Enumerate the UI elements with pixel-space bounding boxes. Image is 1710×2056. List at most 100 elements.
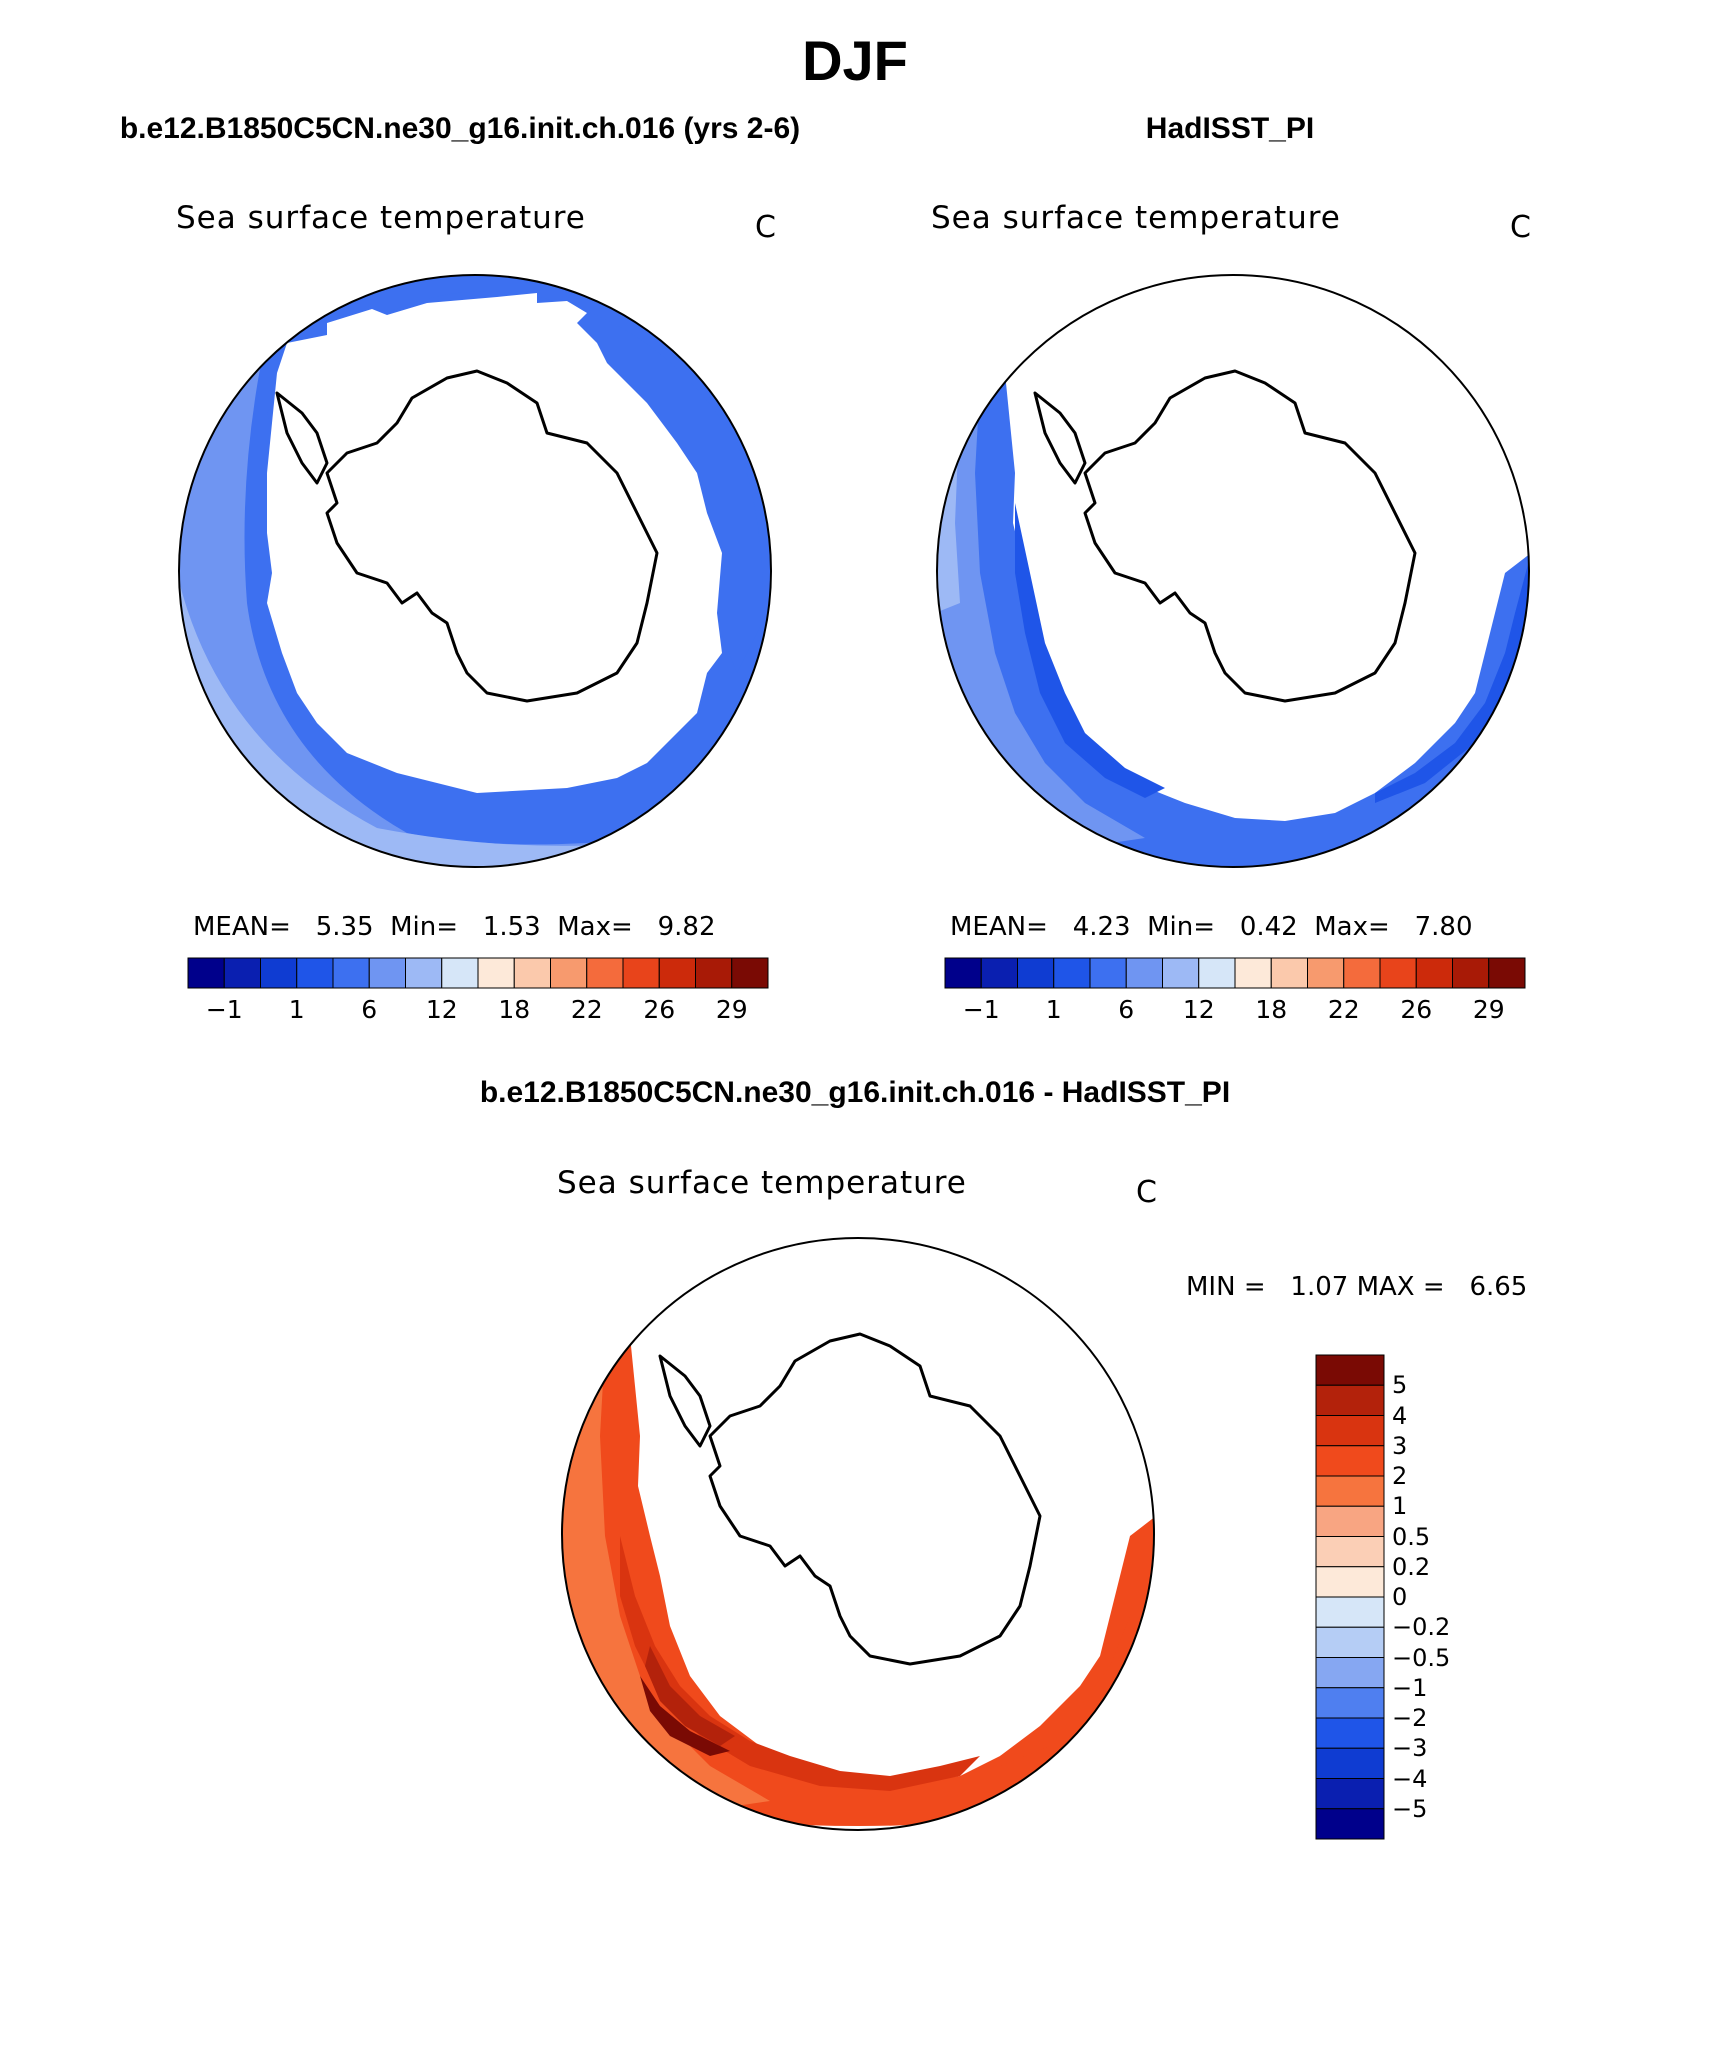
model-min-label: Min=: [390, 912, 459, 942]
obs-colorbar-tick-label: 22: [1327, 995, 1360, 1024]
obs-colorbar-tick-label: 18: [1255, 995, 1288, 1024]
diff-colorbar-swatch: [1315, 1657, 1385, 1689]
diff-colorbar-swatch: [1315, 1566, 1385, 1598]
model-max-value: 9.82: [657, 912, 716, 942]
model-variable-label: Sea surface temperature: [176, 200, 586, 236]
diff-colorbar-tick-label: 3: [1392, 1431, 1408, 1460]
obs-colorbar-ticks: −1 1 6 12 18 22 26 29: [945, 995, 1525, 1025]
model-colorbar-swatch: [332, 957, 370, 989]
diff-stats: MIN = 1.07 MAX = 6.65: [1186, 1272, 1527, 1302]
obs-unit-label: C: [1510, 210, 1531, 245]
obs-colorbar-swatch: [1234, 957, 1272, 989]
diff-colorbar: [1315, 1354, 1385, 1840]
model-unit-label: C: [755, 210, 776, 245]
model-colorbar-swatch: [441, 957, 479, 989]
model-colorbar-tick-label: 1: [288, 995, 305, 1024]
diff-max-label: MAX =: [1356, 1272, 1445, 1302]
diff-colorbar-swatch: [1315, 1596, 1385, 1628]
obs-colorbar-tick-label: 1: [1045, 995, 1062, 1024]
obs-sst-band-dark: [1015, 503, 1165, 798]
diff-colorbar-swatch: [1315, 1445, 1385, 1477]
obs-colorbar-swatch: [1089, 957, 1127, 989]
diff-map-border: [561, 1237, 1155, 1831]
diff-colorbar-ticks: 5 4 3 2 1 0.5 0.2 0 −0.2 −0.5 −1 −2 −3 −4 −5: [1392, 1355, 1492, 1839]
diff-unit-label: C: [1136, 1175, 1157, 1210]
model-colorbar-tick-label: 26: [643, 995, 676, 1024]
model-sst-band-dark: [267, 291, 763, 673]
obs-colorbar-swatch: [1270, 957, 1308, 989]
diff-colorbar-tick-label: 1: [1392, 1492, 1408, 1521]
model-colorbar-swatch: [368, 957, 406, 989]
model-map-border: [178, 274, 772, 868]
model-peninsula-coast: [275, 391, 329, 485]
model-sst-map: [178, 274, 772, 868]
model-max-label: Max=: [557, 912, 633, 942]
obs-colorbar-swatch: [1343, 957, 1381, 989]
obs-max-label: Max=: [1314, 912, 1390, 942]
model-panel-title: b.e12.B1850C5CN.ne30_g16.init.ch.016 (yr…: [119, 112, 801, 145]
diff-colorbar-tick-label: −3: [1392, 1734, 1428, 1763]
diff-max-value: 6.65: [1469, 1272, 1528, 1302]
diff-band-east: [1000, 1516, 1154, 1766]
obs-panel-title: HadISST_PI: [1145, 112, 1315, 145]
obs-mean-value: 4.23: [1072, 912, 1131, 942]
diff-colorbar-swatch: [1315, 1778, 1385, 1810]
model-colorbar-swatch: [731, 957, 769, 989]
obs-colorbar-swatch: [980, 957, 1018, 989]
obs-stats: MEAN= 4.23 Min= 0.42 Max= 7.80: [950, 912, 1472, 942]
diff-colorbar-tick-label: 5: [1392, 1371, 1408, 1400]
obs-map-border: [936, 274, 1530, 868]
diff-colorbar-tick-label: −2: [1392, 1704, 1428, 1732]
obs-colorbar-swatch: [1017, 957, 1055, 989]
obs-variable-label: Sea surface temperature: [931, 200, 1341, 236]
diff-sst-map: [561, 1237, 1155, 1831]
obs-colorbar: [944, 957, 1526, 989]
obs-colorbar-swatch: [1053, 957, 1091, 989]
diff-panel-title: b.e12.B1850C5CN.ne30_g16.init.ch.016 - H…: [479, 1076, 1231, 1109]
diff-colorbar-tick-label: −0.5: [1392, 1643, 1451, 1672]
diff-colorbar-tick-label: −0.2: [1392, 1613, 1451, 1642]
model-colorbar-swatch: [187, 957, 225, 989]
model-colorbar-swatch: [550, 957, 588, 989]
diff-variable-label: Sea surface temperature: [557, 1165, 967, 1201]
diff-peninsula-coast: [658, 1354, 712, 1448]
diff-min-label: MIN =: [1186, 1272, 1266, 1302]
model-mean-label: MEAN=: [193, 912, 291, 942]
model-colorbar-tick-label: −1: [205, 995, 243, 1024]
obs-colorbar-tick-label: 6: [1118, 995, 1135, 1024]
diff-colorbar-tick-label: 0.5: [1392, 1522, 1431, 1551]
diff-colorbar-tick-label: 2: [1392, 1462, 1408, 1490]
diff-colorbar-tick-label: −1: [1392, 1673, 1428, 1702]
model-colorbar-swatch: [658, 957, 696, 989]
obs-colorbar-swatch: [1452, 957, 1490, 989]
diff-colorbar-swatch: [1315, 1808, 1385, 1840]
model-mean-value: 5.35: [315, 912, 374, 942]
model-colorbar-swatch: [695, 957, 733, 989]
obs-colorbar-swatch: [944, 957, 982, 989]
obs-colorbar-tick-label: −1: [962, 995, 1000, 1024]
model-colorbar-swatch: [513, 957, 551, 989]
model-colorbar-tick-label: 18: [498, 995, 531, 1024]
obs-colorbar-swatch: [1379, 957, 1417, 989]
diff-colorbar-tick-label: −5: [1392, 1794, 1428, 1823]
diff-colorbar-swatch: [1315, 1717, 1385, 1749]
diff-colorbar-tick-label: −4: [1392, 1764, 1428, 1793]
obs-colorbar-tick-label: 29: [1472, 995, 1505, 1024]
obs-sst-map: [936, 274, 1530, 868]
diff-colorbar-swatch: [1315, 1415, 1385, 1447]
diff-colorbar-tick-label: 0: [1392, 1583, 1408, 1611]
diff-colorbar-swatch: [1315, 1384, 1385, 1416]
model-min-value: 1.53: [482, 912, 541, 942]
obs-colorbar-swatch: [1488, 957, 1526, 989]
model-colorbar-tick-label: 6: [361, 995, 378, 1024]
model-colorbar-swatch: [477, 957, 515, 989]
obs-colorbar-swatch: [1162, 957, 1200, 989]
obs-mean-label: MEAN=: [950, 912, 1048, 942]
obs-colorbar-swatch: [1125, 957, 1163, 989]
diff-min-value: 1.07: [1290, 1272, 1349, 1302]
diff-colorbar-swatch: [1315, 1475, 1385, 1507]
obs-colorbar-swatch: [1307, 957, 1345, 989]
obs-colorbar-tick-label: 26: [1400, 995, 1433, 1024]
obs-min-label: Min=: [1147, 912, 1216, 942]
obs-peninsula-coast: [1033, 391, 1087, 485]
